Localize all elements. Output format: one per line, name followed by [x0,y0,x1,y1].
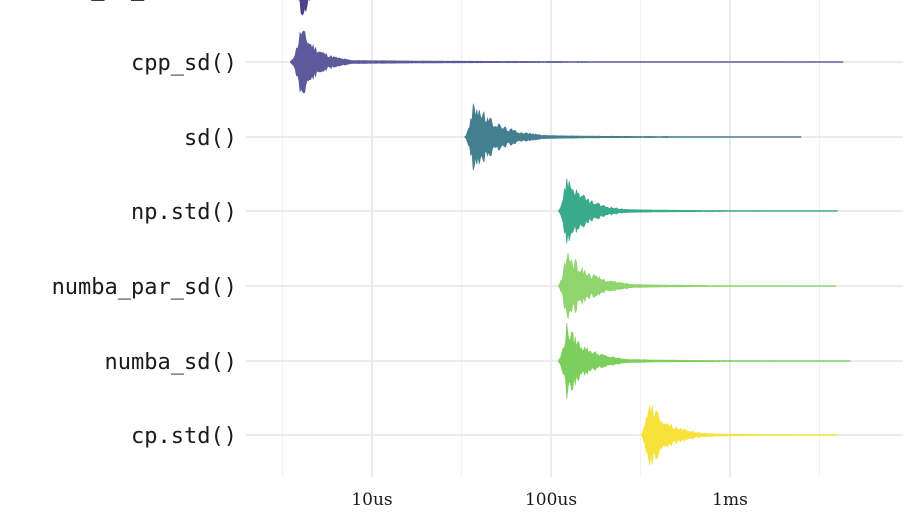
violin-sd [464,103,802,171]
x-tick-label: 10us [351,490,392,510]
violin-cp-std [641,404,839,466]
violin-np-std [558,178,839,244]
y-tick-label-partial: cpp_sd_sugar() [52,0,237,1]
y-tick-label: np.std() [131,200,237,225]
y-axis-labels: cpp_sd() sd() np.std() numba_par_sd() numba_… [52,0,237,449]
violin-numba-sd [558,322,851,400]
y-tick-label: cp.std() [131,424,237,449]
violin-numba-par-sd [558,252,837,320]
violin-partial-top [298,0,310,16]
y-tick-label: numba_par_sd() [52,275,237,300]
x-tick-label: 100us [525,490,577,510]
y-tick-label: sd() [184,126,237,151]
y-tick-label: numba_sd() [105,350,237,375]
grid-layer [246,0,903,477]
violins-layer [290,0,851,466]
y-tick-label: cpp_sd() [131,51,237,76]
violin-cpp-sd [290,30,845,94]
x-tick-label: 1ms [712,490,748,510]
x-axis-labels: 10us 100us 1ms [351,490,747,510]
